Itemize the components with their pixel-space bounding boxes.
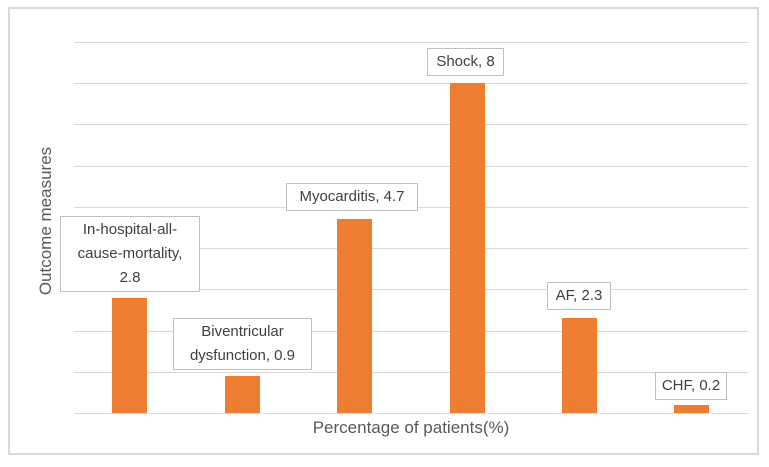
bar-af <box>562 318 597 413</box>
x-axis-title: Percentage of patients(%) <box>312 418 510 437</box>
gridline <box>74 248 748 250</box>
bar-myocarditis <box>337 219 372 413</box>
data-label-af: AF, 2.3 <box>547 282 611 310</box>
data-label-biventricular-dysfunction: Biventricular dysfunction, 0.9 <box>173 318 312 370</box>
gridline <box>74 83 748 85</box>
gridline <box>74 371 748 373</box>
bar-shock <box>450 83 485 413</box>
gridline <box>74 42 748 43</box>
gridline <box>74 289 748 291</box>
gridline <box>74 330 748 332</box>
data-label-chf: CHF, 0.2 <box>655 372 727 400</box>
bar-chf <box>674 404 709 413</box>
gridline <box>74 413 748 414</box>
data-label-shock: Shock, 8 <box>427 48 504 76</box>
data-label-myocarditis: Myocarditis, 4.7 <box>286 183 418 211</box>
data-label-in-hospital-all-cause-mortality: In-hospital-all- cause-mortality, 2.8 <box>60 216 200 292</box>
y-axis-title: Outcome measures <box>36 146 55 296</box>
gridline <box>74 124 748 126</box>
plot-area <box>74 42 748 414</box>
gridline <box>74 165 748 167</box>
bar-biventricular-dysfunction <box>225 375 260 413</box>
bar-in-hospital-all-cause-mortality <box>112 297 147 413</box>
chart-figure: Outcome measures Percentage of patients(… <box>8 7 759 455</box>
